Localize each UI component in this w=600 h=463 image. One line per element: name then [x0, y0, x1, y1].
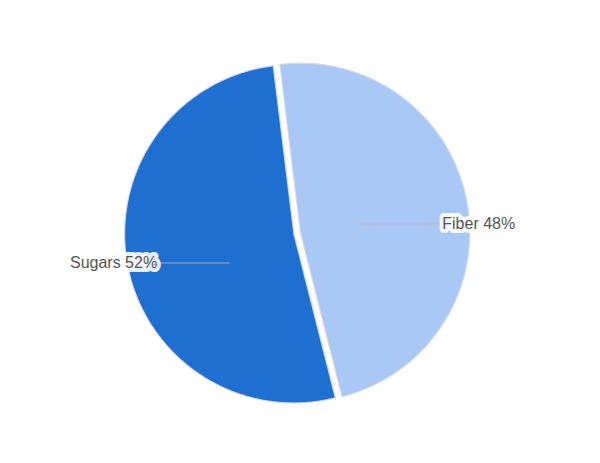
svg-text:Fiber 48%: Fiber 48%: [442, 215, 515, 232]
svg-text:Sugars 52%: Sugars 52%: [70, 254, 157, 271]
